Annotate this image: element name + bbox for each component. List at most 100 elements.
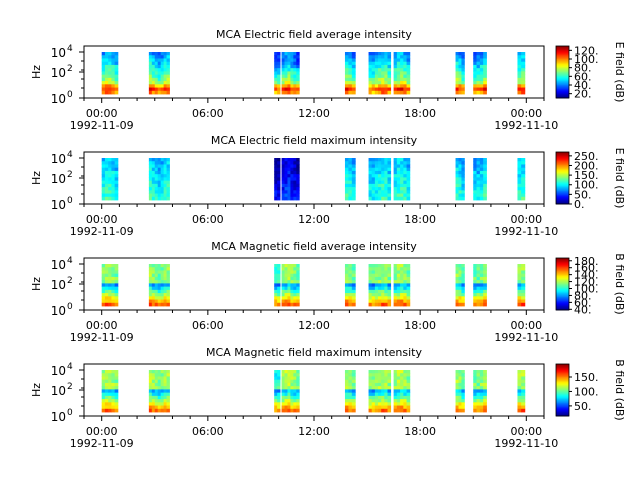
spectrogram-cell [458,286,462,291]
spectrogram-cell [406,87,411,92]
spectrogram-cell [344,190,349,194]
spectrogram-cell [384,61,388,66]
spectrogram-cell [296,264,300,268]
spectrogram-cell [384,286,388,291]
spectrogram-cell [151,399,156,403]
spectrogram-cell [166,399,170,403]
spectrogram-cell [400,399,404,403]
spectrogram-cell [368,90,373,95]
spectrogram-cell [479,84,484,88]
spectrogram-cell [461,55,465,59]
spectrogram-cell [396,187,401,191]
spectrogram-cell [403,55,407,59]
spectrogram-cell [384,379,388,384]
spectrogram-cell [458,399,462,403]
spectrogram-cell [274,289,278,294]
colorbar-segment [556,391,569,394]
spectrogram-cell [393,289,398,294]
spectrogram-cell [348,64,353,69]
spectrogram-cell [458,267,462,271]
spectrogram-cell [348,68,353,72]
spectrogram-cell [483,289,487,294]
spectrogram-cell [455,408,459,413]
spectrogram-cell [166,276,170,281]
spectrogram-cell [521,402,526,406]
spectrogram-cell [381,58,385,63]
spectrogram-cell [348,276,353,281]
spectrogram-cell [287,64,291,69]
spectrogram-cell [479,370,484,374]
spectrogram-cell [483,370,487,374]
spectrogram-cell [287,286,291,291]
spectrogram-cell [277,71,281,76]
spectrogram-cell [368,164,373,169]
spectrogram-cell [296,81,300,85]
spectrogram-cell [287,280,291,284]
spectrogram-cell [517,187,522,191]
spectrogram-cell [114,392,119,397]
spectrogram-cell [479,170,484,175]
colorbar-segment [556,196,569,198]
spectrogram-cell [296,289,300,294]
spectrogram-cell [517,302,522,307]
spectrogram-cell [114,386,119,390]
spectrogram-cell [374,61,379,66]
spectrogram-cell [483,270,487,275]
x-date-right: 1992-11-10 [494,437,558,450]
spectrogram-cell [293,161,297,165]
spectrogram-cell [284,161,288,165]
spectrogram-cell [160,293,165,297]
spectrogram-cell [461,402,465,406]
colorbar: 50.100.150. B field (dB) [555,359,626,421]
spectrogram-cell [163,71,167,76]
spectrogram-cell [351,399,356,403]
colorbar-segment [556,373,569,375]
spectrogram-cell [483,174,487,178]
colorbar-segment [556,390,569,392]
spectrogram-cell [393,55,398,59]
spectrogram-cell [461,81,465,85]
spectrogram-cell [114,161,119,165]
spectrogram-cell [148,187,153,191]
spectrogram-cell [476,283,481,288]
spectrogram-cell [393,58,398,63]
data-block [393,264,411,307]
colorbar-segment [556,64,569,66]
spectrogram-cell [344,81,349,85]
spectrogram-cell [387,187,392,191]
spectrogram-cell [160,64,165,69]
spectrogram-cell [344,296,349,300]
spectrogram-cell [374,90,379,95]
spectrogram-cell [384,68,388,72]
spectrogram-cell [396,81,401,85]
spectrogram-cell [151,90,156,95]
spectrogram-cell [290,280,294,284]
spectrogram-cell [371,264,376,268]
spectrogram-cell [458,87,462,92]
spectrogram-cell [344,264,349,268]
spectrogram-cell [387,90,392,95]
spectrogram-cell [479,81,484,85]
data-block [344,158,356,201]
spectrogram-cell [406,302,411,307]
spectrogram-cell [517,180,522,185]
spectrogram-cell [483,193,487,198]
colorbar-tick-label: 0. [574,198,585,211]
spectrogram-cell [166,167,170,172]
spectrogram-cell [274,280,278,284]
spectrogram-cell [387,395,392,400]
spectrogram-cell [455,170,459,175]
spectrogram-cell [166,183,170,188]
spectrogram-cell [166,170,170,175]
spectrogram-cell [290,302,294,307]
spectrogram-cell [517,161,522,165]
spectrogram-cell [458,293,462,297]
spectrogram-cell [151,87,156,92]
spectrogram-cell [163,161,167,165]
spectrogram-cell [384,170,388,175]
spectrogram-cell [393,74,398,79]
spectrogram-cell [348,386,353,390]
spectrogram-cell [381,177,385,182]
spectrogram-cell [521,196,526,201]
spectrogram-cell [284,267,288,271]
